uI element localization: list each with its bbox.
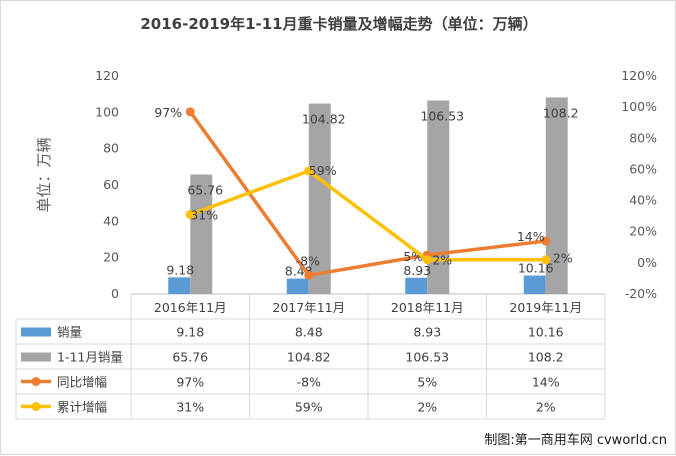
y-tick-label: 120	[95, 68, 119, 83]
table-cell: 106.53	[405, 350, 449, 365]
table-cell: 97%	[176, 375, 204, 390]
legend-key-1-11月销量	[21, 352, 51, 362]
plot-area: 0 20 40 60 80 100 120 -20% 0% 20% 40% 60% 80% 100% 120…	[95, 68, 657, 301]
point-同比增幅	[304, 270, 314, 280]
y-tick-label: 80	[103, 141, 119, 156]
data-label: 108.2	[543, 105, 579, 120]
data-label: 14%	[517, 229, 545, 244]
line-累计增幅	[189, 169, 546, 262]
legend-key-销量	[21, 327, 51, 337]
table-cell: 59%	[295, 400, 323, 415]
table-cell: 2%	[536, 400, 556, 415]
y-axis-title: 单位：万辆	[35, 137, 53, 212]
legend-label: 销量	[57, 325, 82, 340]
legend-key-marker	[31, 402, 41, 411]
category-label: 2017年11月	[272, 300, 345, 315]
y2-tick-label: 20%	[629, 224, 657, 239]
legend-label: 同比增幅	[57, 375, 107, 390]
y2-tick-label: 0%	[637, 255, 657, 270]
bar-销量	[405, 277, 428, 294]
y2-tick-label: 120%	[621, 68, 657, 83]
bar-1-11月销量	[190, 174, 213, 294]
table-cell: 65.76	[172, 350, 208, 365]
data-label: 9.18	[166, 262, 194, 277]
bar-销量	[286, 278, 309, 294]
y2-tick-label: 40%	[629, 193, 657, 208]
y-tick-label: 20	[103, 250, 119, 265]
bar-1-11月销量	[427, 100, 450, 295]
data-label: 31%	[190, 208, 218, 223]
data-label: 10.16	[518, 261, 554, 276]
credit-text: 制图:第一商用车网 cvworld.cn	[484, 432, 667, 448]
table-cell: 9.18	[176, 325, 204, 340]
legend-label: 累计增幅	[57, 400, 107, 415]
point-累计增幅	[304, 166, 314, 176]
table-cell: 2%	[417, 400, 437, 415]
bar-1-11月销量	[308, 103, 331, 295]
table-cell: 8.48	[295, 325, 323, 340]
category-label: 2018年11月	[391, 300, 464, 315]
point-同比增幅	[541, 236, 551, 246]
table-cell: 31%	[176, 400, 204, 415]
point-累计增幅	[185, 210, 195, 220]
data-label: 106.53	[420, 108, 464, 123]
bar-销量	[168, 277, 191, 294]
legend-key-marker	[31, 377, 41, 386]
y-tick-label: 40	[103, 213, 119, 228]
y2-tick-label: 60%	[629, 161, 657, 176]
y-tick-label: 100	[95, 104, 119, 119]
table-cell: 108.2	[528, 350, 564, 365]
category-label: 2019年11月	[509, 300, 582, 315]
data-label: 104.82	[302, 112, 346, 127]
data-label: 2%	[432, 253, 452, 268]
bar-销量	[523, 275, 546, 294]
table-cell: 5%	[417, 375, 437, 390]
chart-title: 2016-2019年1-11月重卡销量及增幅走势（单位：万辆）	[140, 15, 537, 33]
category-label: 2016年11月	[154, 300, 227, 315]
table-cell: 14%	[532, 375, 560, 390]
bar-1-11月销量	[545, 97, 568, 294]
data-label: -8%	[296, 253, 320, 268]
data-label: 65.76	[187, 183, 223, 198]
table-cell: 104.82	[287, 350, 331, 365]
point-累计增幅	[422, 255, 432, 265]
y-tick-label: 0	[111, 286, 119, 301]
table-cell: 10.16	[528, 325, 564, 340]
table-cell: -8%	[297, 375, 321, 390]
y-tick-label: 60	[103, 177, 119, 192]
data-label: 8.93	[403, 263, 431, 278]
y2-tick-label: 100%	[621, 99, 657, 114]
data-label: 2%	[553, 251, 573, 266]
data-label: 97%	[154, 105, 182, 120]
y2-tick-label: -20%	[625, 286, 657, 301]
point-累计增幅	[541, 255, 551, 265]
legend-label: 1-11月销量	[57, 350, 123, 365]
y2-tick-label: 80%	[629, 130, 657, 145]
data-label: 59%	[309, 163, 337, 178]
table-cell: 8.93	[413, 325, 441, 340]
point-同比增幅	[185, 107, 195, 117]
